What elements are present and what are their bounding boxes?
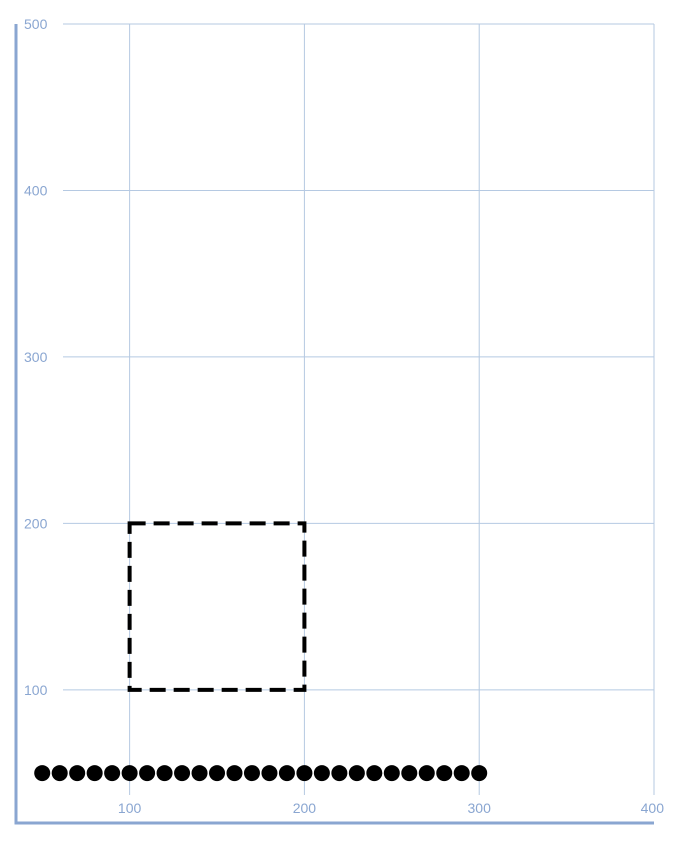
x-tick-label: 100 bbox=[118, 800, 142, 816]
data-point bbox=[313, 765, 330, 782]
data-point bbox=[401, 765, 418, 782]
data-point bbox=[156, 765, 173, 782]
data-point bbox=[436, 765, 453, 782]
y-tick-label: 200 bbox=[24, 515, 48, 531]
data-point bbox=[104, 765, 121, 782]
data-point bbox=[226, 765, 243, 782]
data-point bbox=[209, 765, 226, 782]
x-tick-label: 300 bbox=[468, 800, 492, 816]
y-tick-label: 400 bbox=[24, 182, 48, 198]
data-point bbox=[383, 765, 400, 782]
y-tick-label: 300 bbox=[24, 349, 48, 365]
data-point bbox=[243, 765, 260, 782]
data-point bbox=[453, 765, 470, 782]
x-tick-label: 400 bbox=[641, 800, 665, 816]
y-tick-label: 100 bbox=[24, 682, 48, 698]
data-point bbox=[418, 765, 435, 782]
data-point bbox=[139, 765, 156, 782]
data-point bbox=[51, 765, 68, 782]
data-point bbox=[471, 765, 488, 782]
data-point bbox=[348, 765, 365, 782]
series-points bbox=[34, 765, 488, 782]
shapes bbox=[127, 521, 307, 692]
y-tick-label: 500 bbox=[24, 16, 48, 32]
data-point bbox=[261, 765, 278, 782]
data-point bbox=[278, 765, 295, 782]
data-point bbox=[86, 765, 103, 782]
data-point bbox=[34, 765, 51, 782]
grid bbox=[63, 23, 655, 795]
x-tick-label: 200 bbox=[293, 800, 317, 816]
x-tick-labels: 100 200 300 400 bbox=[118, 800, 664, 816]
data-point bbox=[121, 765, 138, 782]
data-point bbox=[174, 765, 191, 782]
data-point bbox=[296, 765, 313, 782]
dashed-rectangle bbox=[127, 521, 307, 692]
data-point bbox=[366, 765, 383, 782]
data-point bbox=[191, 765, 208, 782]
data-point bbox=[331, 765, 348, 782]
data-point bbox=[69, 765, 86, 782]
y-tick-labels: 100 200 300 400 500 bbox=[24, 16, 48, 698]
